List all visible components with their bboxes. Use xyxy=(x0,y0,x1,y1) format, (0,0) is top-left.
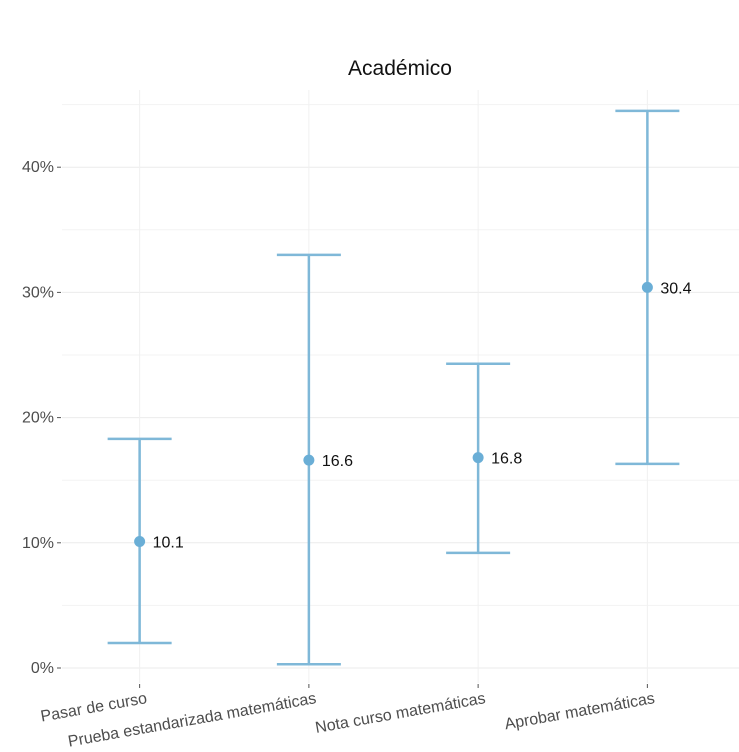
estimate-point xyxy=(641,281,653,293)
estimate-point xyxy=(472,452,484,464)
estimate-point xyxy=(134,536,146,548)
y-tick-label: 30% xyxy=(22,284,54,301)
estimate-point xyxy=(303,454,315,466)
y-tick-label: 40% xyxy=(22,159,54,176)
y-axis: 0% 10% 20% 30% 40% xyxy=(22,159,61,677)
estimate-label: 10.1 xyxy=(153,535,184,552)
estimate-label: 16.6 xyxy=(322,453,353,470)
y-tick-label: 0% xyxy=(31,660,54,677)
estimate-label: 30.4 xyxy=(660,280,691,297)
estimate-label: 16.8 xyxy=(491,451,522,468)
error-bars: 10.1 16.6 16.8 30.4 xyxy=(107,109,692,666)
chart-title: Académico xyxy=(348,57,452,80)
y-tick-label: 20% xyxy=(22,410,54,427)
y-tick-label: 10% xyxy=(22,535,54,552)
